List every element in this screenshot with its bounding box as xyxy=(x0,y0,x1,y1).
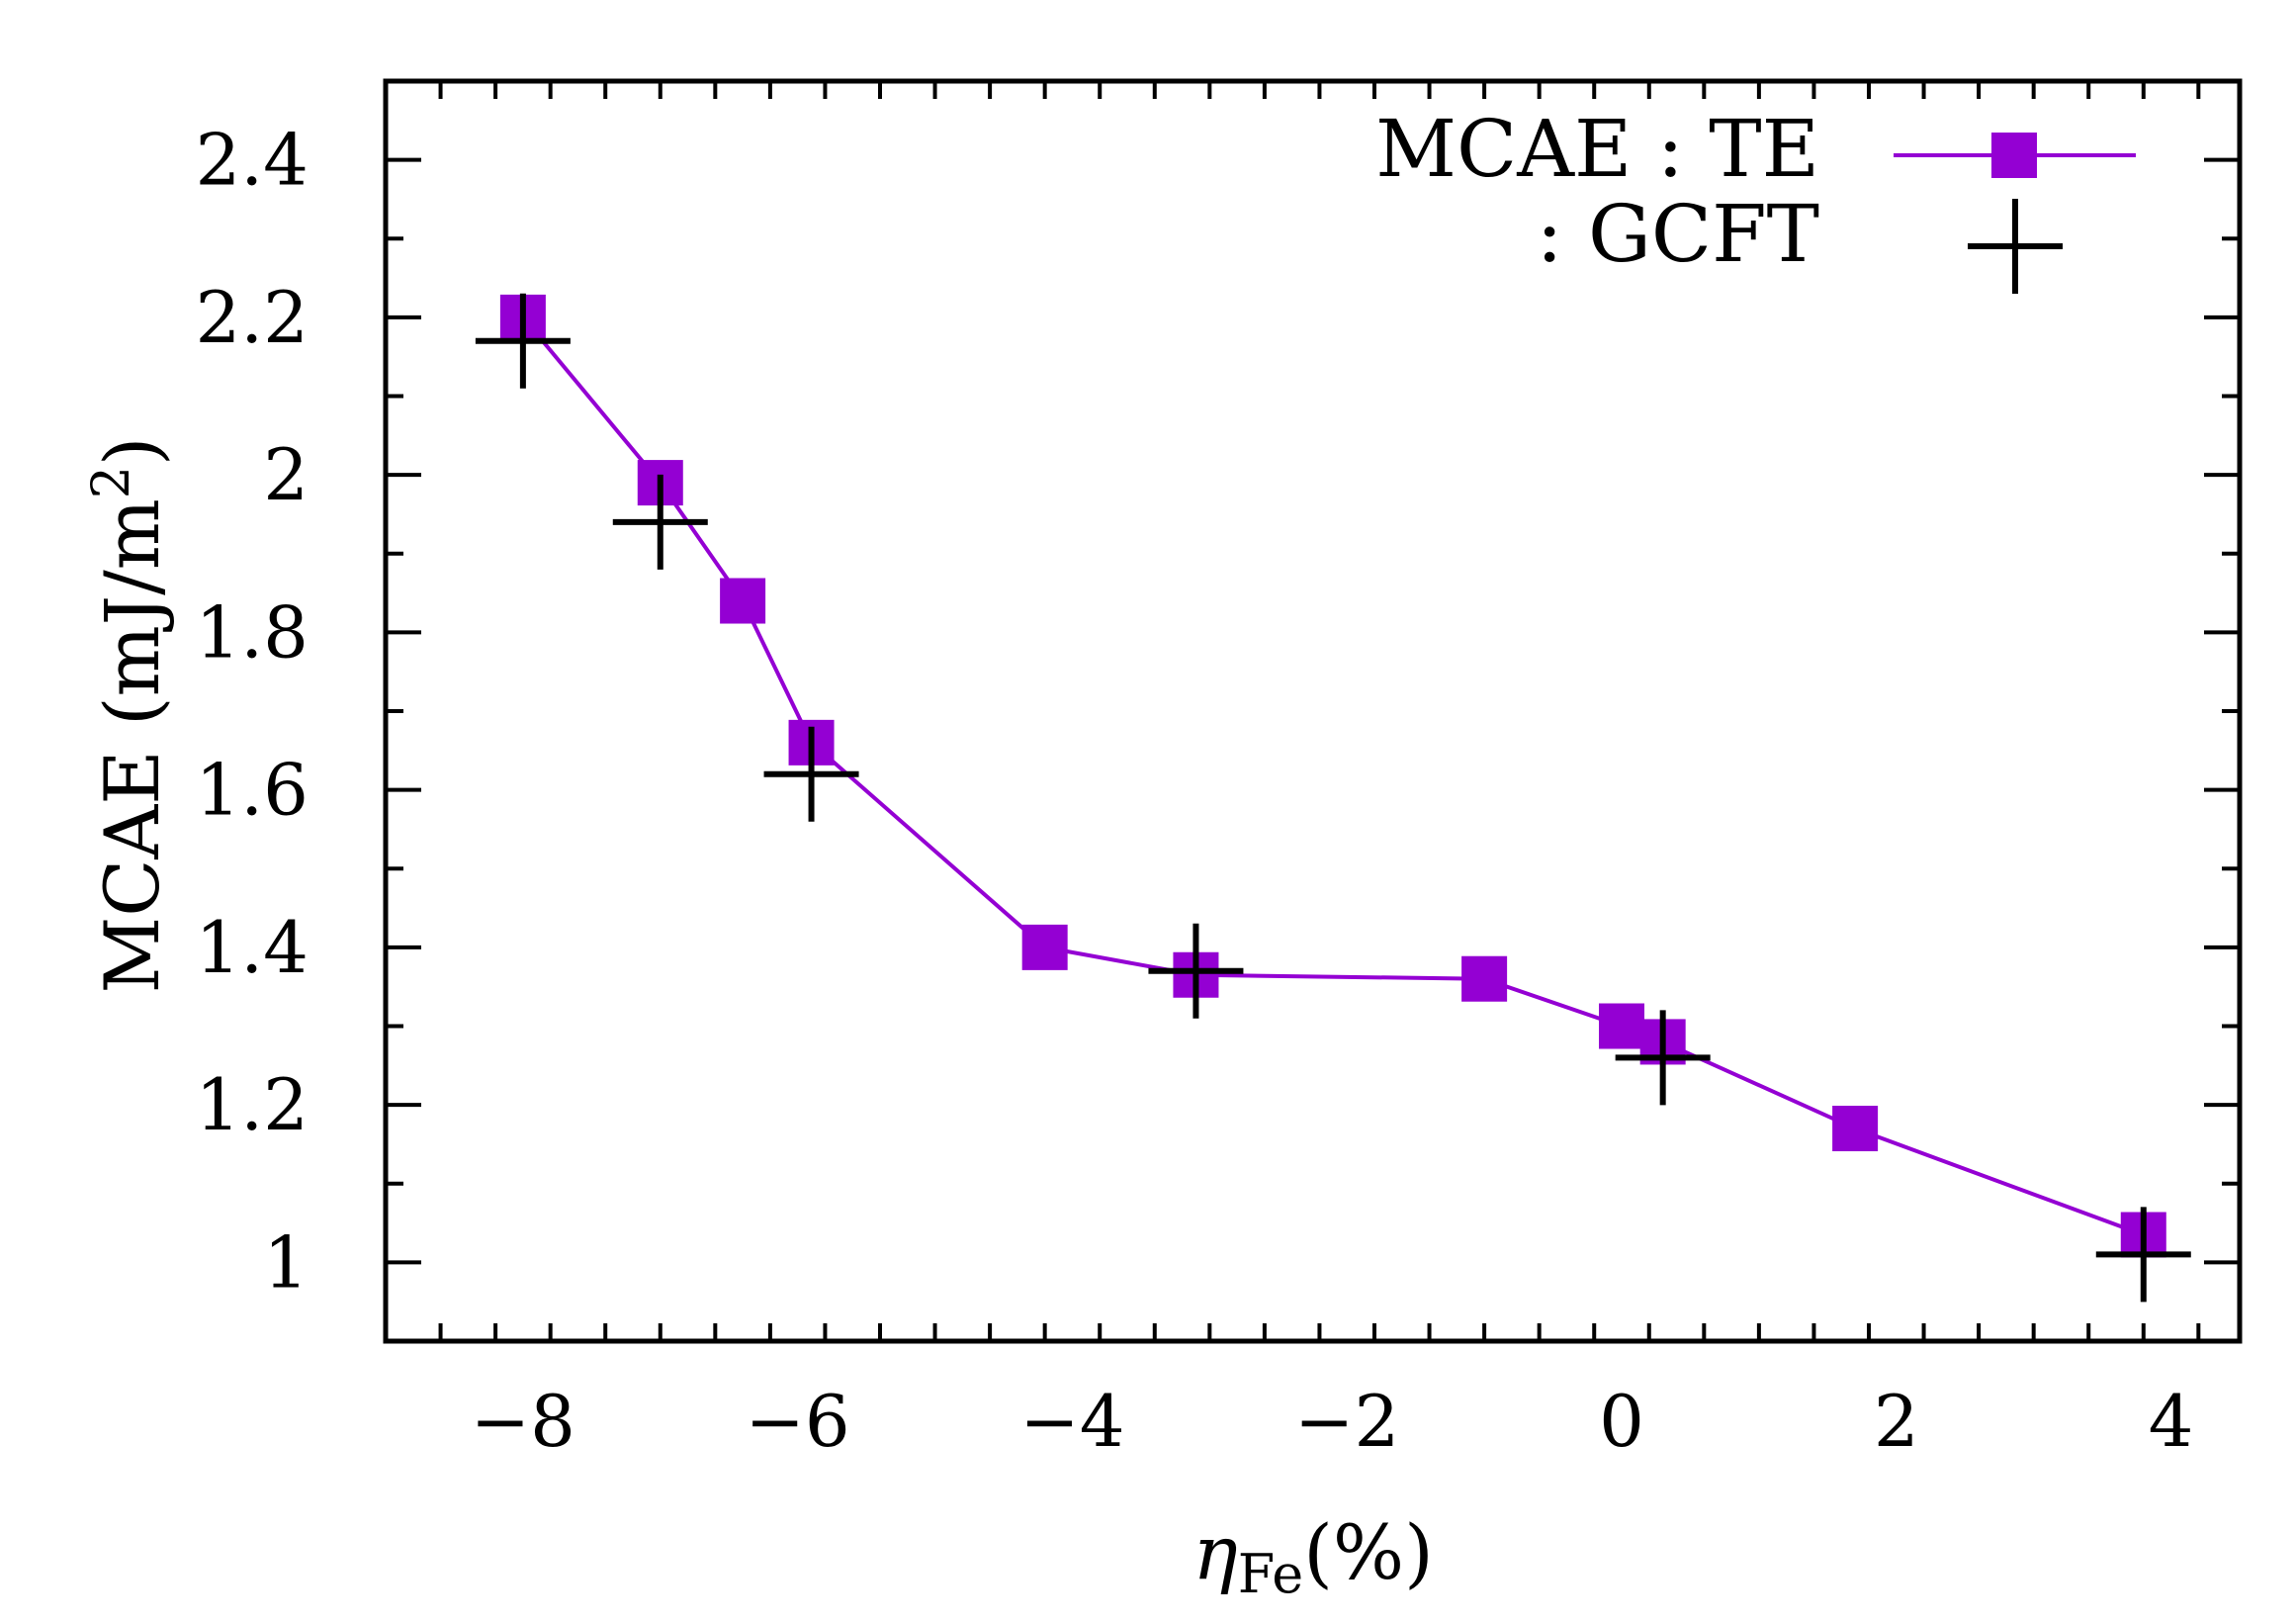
legend: MCAE : TE : GCFT xyxy=(1375,103,2136,294)
data-point-te xyxy=(1461,955,1508,1002)
y-tick-label: 1.8 xyxy=(195,590,309,674)
series-layer xyxy=(475,293,2191,1303)
data-point-te xyxy=(1832,1106,1879,1152)
x-tick-label: −8 xyxy=(471,1380,575,1463)
y-tick-labels: 1 1.2 1.4 1.6 1.8 2 2.2 2.4 xyxy=(195,119,309,1305)
x-tick-label: 0 xyxy=(1599,1380,1644,1463)
x-tick-labels: −8 −6 −4 −2 0 2 4 xyxy=(471,1380,2194,1463)
legend-label-gcft: : GCFT xyxy=(1537,188,1819,280)
x-axis-subscript: Fe xyxy=(1238,1543,1303,1605)
y-axis-title: MCAE (mJ/m2) xyxy=(82,436,176,993)
data-point-gcft xyxy=(1615,1010,1711,1106)
y-tick-label: 1.2 xyxy=(195,1063,309,1146)
data-point-te xyxy=(1021,924,1068,970)
data-point-gcft xyxy=(475,293,571,389)
y-tick-label: 2 xyxy=(263,433,309,516)
data-point-gcft xyxy=(2095,1207,2191,1303)
plot-frame xyxy=(383,78,2243,1344)
legend-label-te: MCAE : TE xyxy=(1375,103,1819,195)
x-tick-label: 2 xyxy=(1874,1380,1919,1463)
data-point-te xyxy=(720,578,766,624)
x-tick-label: −4 xyxy=(1019,1380,1124,1463)
x-tick-label: −2 xyxy=(1294,1380,1399,1463)
data-point-gcft xyxy=(612,474,708,570)
x-axis-suffix: (%) xyxy=(1303,1508,1434,1596)
y-axis-superscript: 2 xyxy=(82,466,141,498)
y-tick-label: 2.4 xyxy=(195,119,309,202)
y-axis-main: MCAE (mJ/m xyxy=(88,498,176,993)
data-point-te xyxy=(1599,1003,1644,1049)
x-axis-title: ηFe(%) xyxy=(1192,1508,1434,1605)
ticks-layer xyxy=(386,81,2240,1341)
y-tick-label: 1 xyxy=(263,1220,309,1304)
x-tick-label: −6 xyxy=(746,1380,850,1463)
y-axis-suffix: ) xyxy=(88,436,176,466)
y-tick-label: 1.4 xyxy=(195,906,309,989)
y-tick-label: 1.6 xyxy=(195,749,309,832)
y-tick-label: 2.2 xyxy=(195,276,309,359)
data-point-gcft xyxy=(763,726,859,822)
x-tick-label: 4 xyxy=(2149,1380,2194,1463)
x-axis-symbol: η xyxy=(1192,1508,1238,1596)
legend-marker-te xyxy=(1991,133,2037,178)
data-point-gcft xyxy=(1148,923,1244,1019)
